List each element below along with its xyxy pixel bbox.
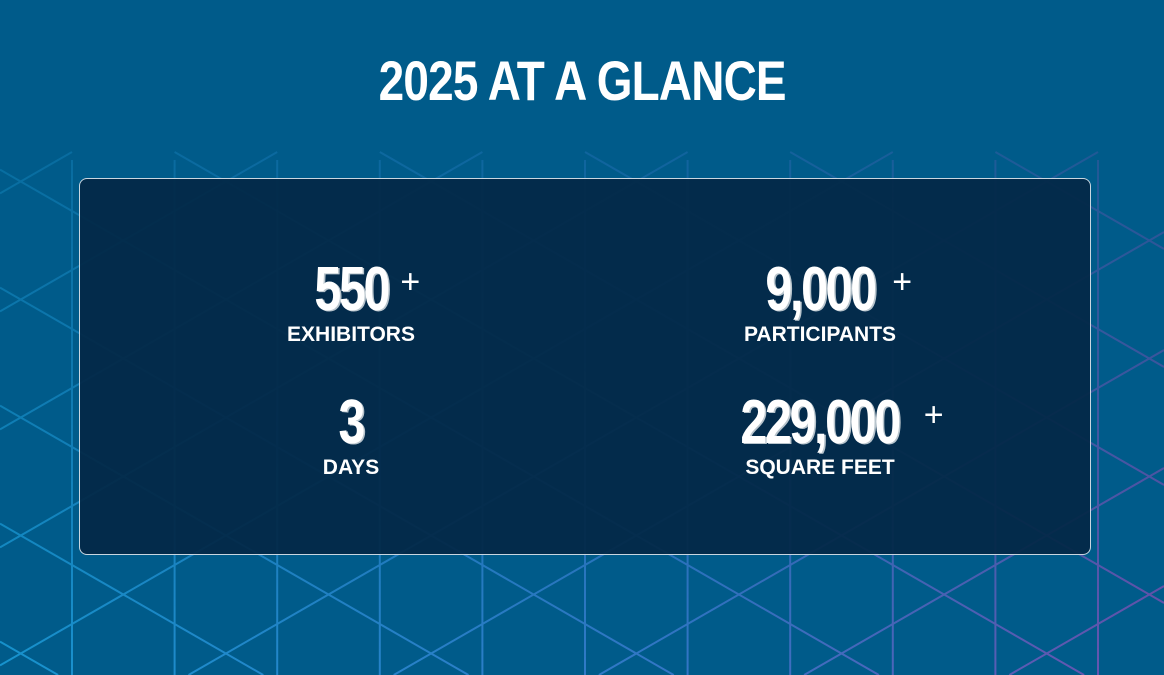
stat-suffix: +: [400, 263, 421, 301]
page-title: 2025 AT A GLANCE: [378, 49, 786, 112]
pattern-line: [1097, 467, 1164, 507]
pattern-line: [0, 623, 73, 667]
stats-card: 550 + EXHIBITORS 9,000 + PARTICIPANTS 3 DA…: [79, 178, 1091, 555]
pattern-line: [379, 623, 469, 675]
pattern-line: [584, 623, 675, 675]
stat-suffix: +: [892, 263, 913, 301]
pattern-line: [0, 505, 73, 549]
pattern-line: [393, 623, 483, 675]
pattern-line: [0, 522, 73, 566]
pattern-line: [1097, 585, 1164, 625]
pattern-line: [1097, 328, 1164, 368]
pattern-line: [598, 623, 689, 675]
pattern-line: [174, 623, 264, 675]
pattern-line: [687, 564, 791, 625]
pattern-line: [994, 623, 1085, 675]
pattern-line: [789, 623, 880, 675]
stat-value: 550: [314, 255, 390, 324]
pattern-line: [803, 623, 894, 675]
pattern-line: [1097, 349, 1164, 389]
pattern-line: [892, 564, 996, 625]
stat-participants: 9,000 + PARTICIPANTS: [620, 259, 1020, 347]
pattern-line: [1008, 623, 1099, 675]
pattern-line: [276, 564, 381, 625]
stat-label: SQUARE FEET: [745, 456, 895, 479]
pattern-line: [0, 269, 73, 313]
pattern-line: [1097, 210, 1164, 250]
pattern-line: [481, 564, 586, 625]
stat-value: 229,000: [740, 388, 902, 457]
pattern-line: [0, 151, 73, 195]
stat-square-feet: 229,000 + SQUARE FEET: [620, 392, 1020, 480]
pattern-line: [1097, 564, 1164, 604]
stat-value: 3: [338, 388, 366, 457]
pattern-line: [1097, 446, 1164, 486]
stat-value: 9,000: [765, 255, 877, 324]
pattern-line: [0, 168, 73, 212]
stat-label: PARTICIPANTS: [743, 323, 897, 346]
pattern-line: [1097, 231, 1164, 271]
stat-suffix: +: [923, 396, 944, 434]
pattern-line: [0, 387, 73, 431]
stat-label: DAYS: [322, 456, 380, 479]
stat-label: EXHIBITORS: [287, 323, 415, 346]
pattern-line: [0, 640, 59, 675]
pattern-line: [188, 623, 278, 675]
stat-days: 3 DAYS: [151, 392, 551, 480]
pattern-line: [71, 564, 176, 625]
stat-exhibitors: 550 + EXHIBITORS: [151, 259, 551, 347]
pattern-line: [0, 404, 73, 448]
pattern-line: [0, 286, 73, 330]
